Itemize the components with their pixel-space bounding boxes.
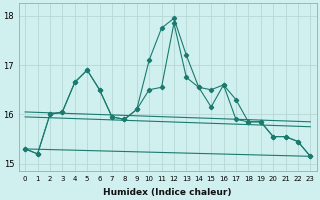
- X-axis label: Humidex (Indice chaleur): Humidex (Indice chaleur): [103, 188, 232, 197]
